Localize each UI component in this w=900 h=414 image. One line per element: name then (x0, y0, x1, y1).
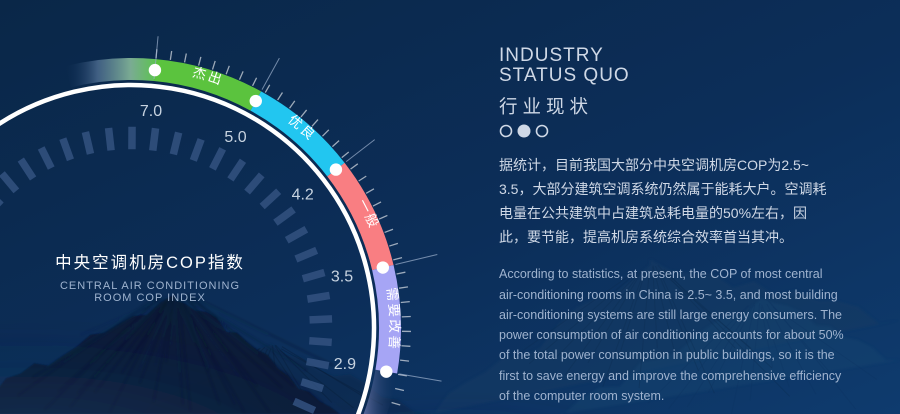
svg-text:7.0: 7.0 (140, 103, 162, 120)
svg-text:4.2: 4.2 (292, 187, 314, 204)
svg-text:2.9: 2.9 (334, 356, 356, 373)
svg-text:3.5: 3.5 (331, 269, 353, 286)
svg-text:5.0: 5.0 (224, 129, 246, 146)
